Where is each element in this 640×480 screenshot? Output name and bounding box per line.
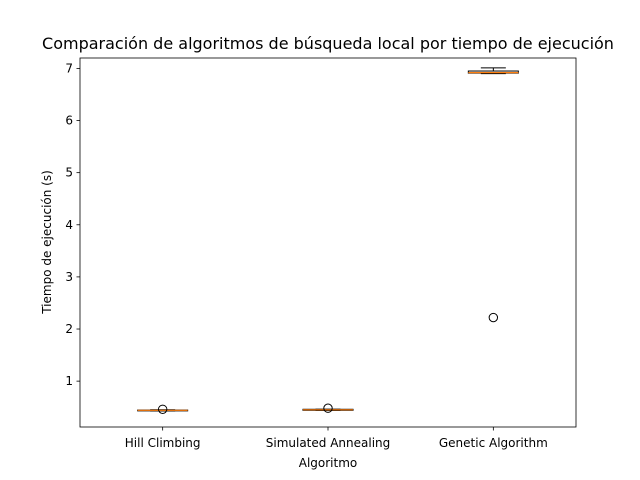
outlier-point	[157, 404, 168, 414]
y-axis-label: Tiempo de ejecución (s)	[40, 170, 54, 315]
outlier-point	[488, 312, 499, 323]
y-tick-label: 1	[65, 374, 73, 388]
x-tick-label: Genetic Algorithm	[439, 436, 548, 450]
plot-area	[137, 67, 519, 414]
x-axis-label: Algoritmo	[299, 456, 358, 470]
y-tick-label: 5	[65, 166, 73, 180]
box-group	[467, 67, 519, 323]
outlier-point	[323, 403, 333, 413]
y-tick-label: 6	[65, 114, 73, 128]
y-tick-label: 7	[65, 61, 73, 75]
y-tick-label: 2	[65, 322, 73, 336]
x-tick-label: Hill Climbing	[125, 436, 201, 450]
box-group	[137, 404, 189, 414]
box-group	[302, 403, 354, 413]
x-tick-label: Simulated Annealing	[266, 436, 391, 450]
plot-frame	[79, 57, 577, 428]
chart-title: Comparación de algoritmos de búsqueda lo…	[42, 34, 614, 53]
x-axis-ticks: Hill Climbing Simulated Annealing Genetic …	[125, 427, 548, 450]
y-tick-label: 3	[65, 270, 73, 284]
y-tick-label: 4	[65, 218, 73, 232]
y-axis-ticks: 1 2 3 4 5 6 7	[65, 61, 80, 388]
